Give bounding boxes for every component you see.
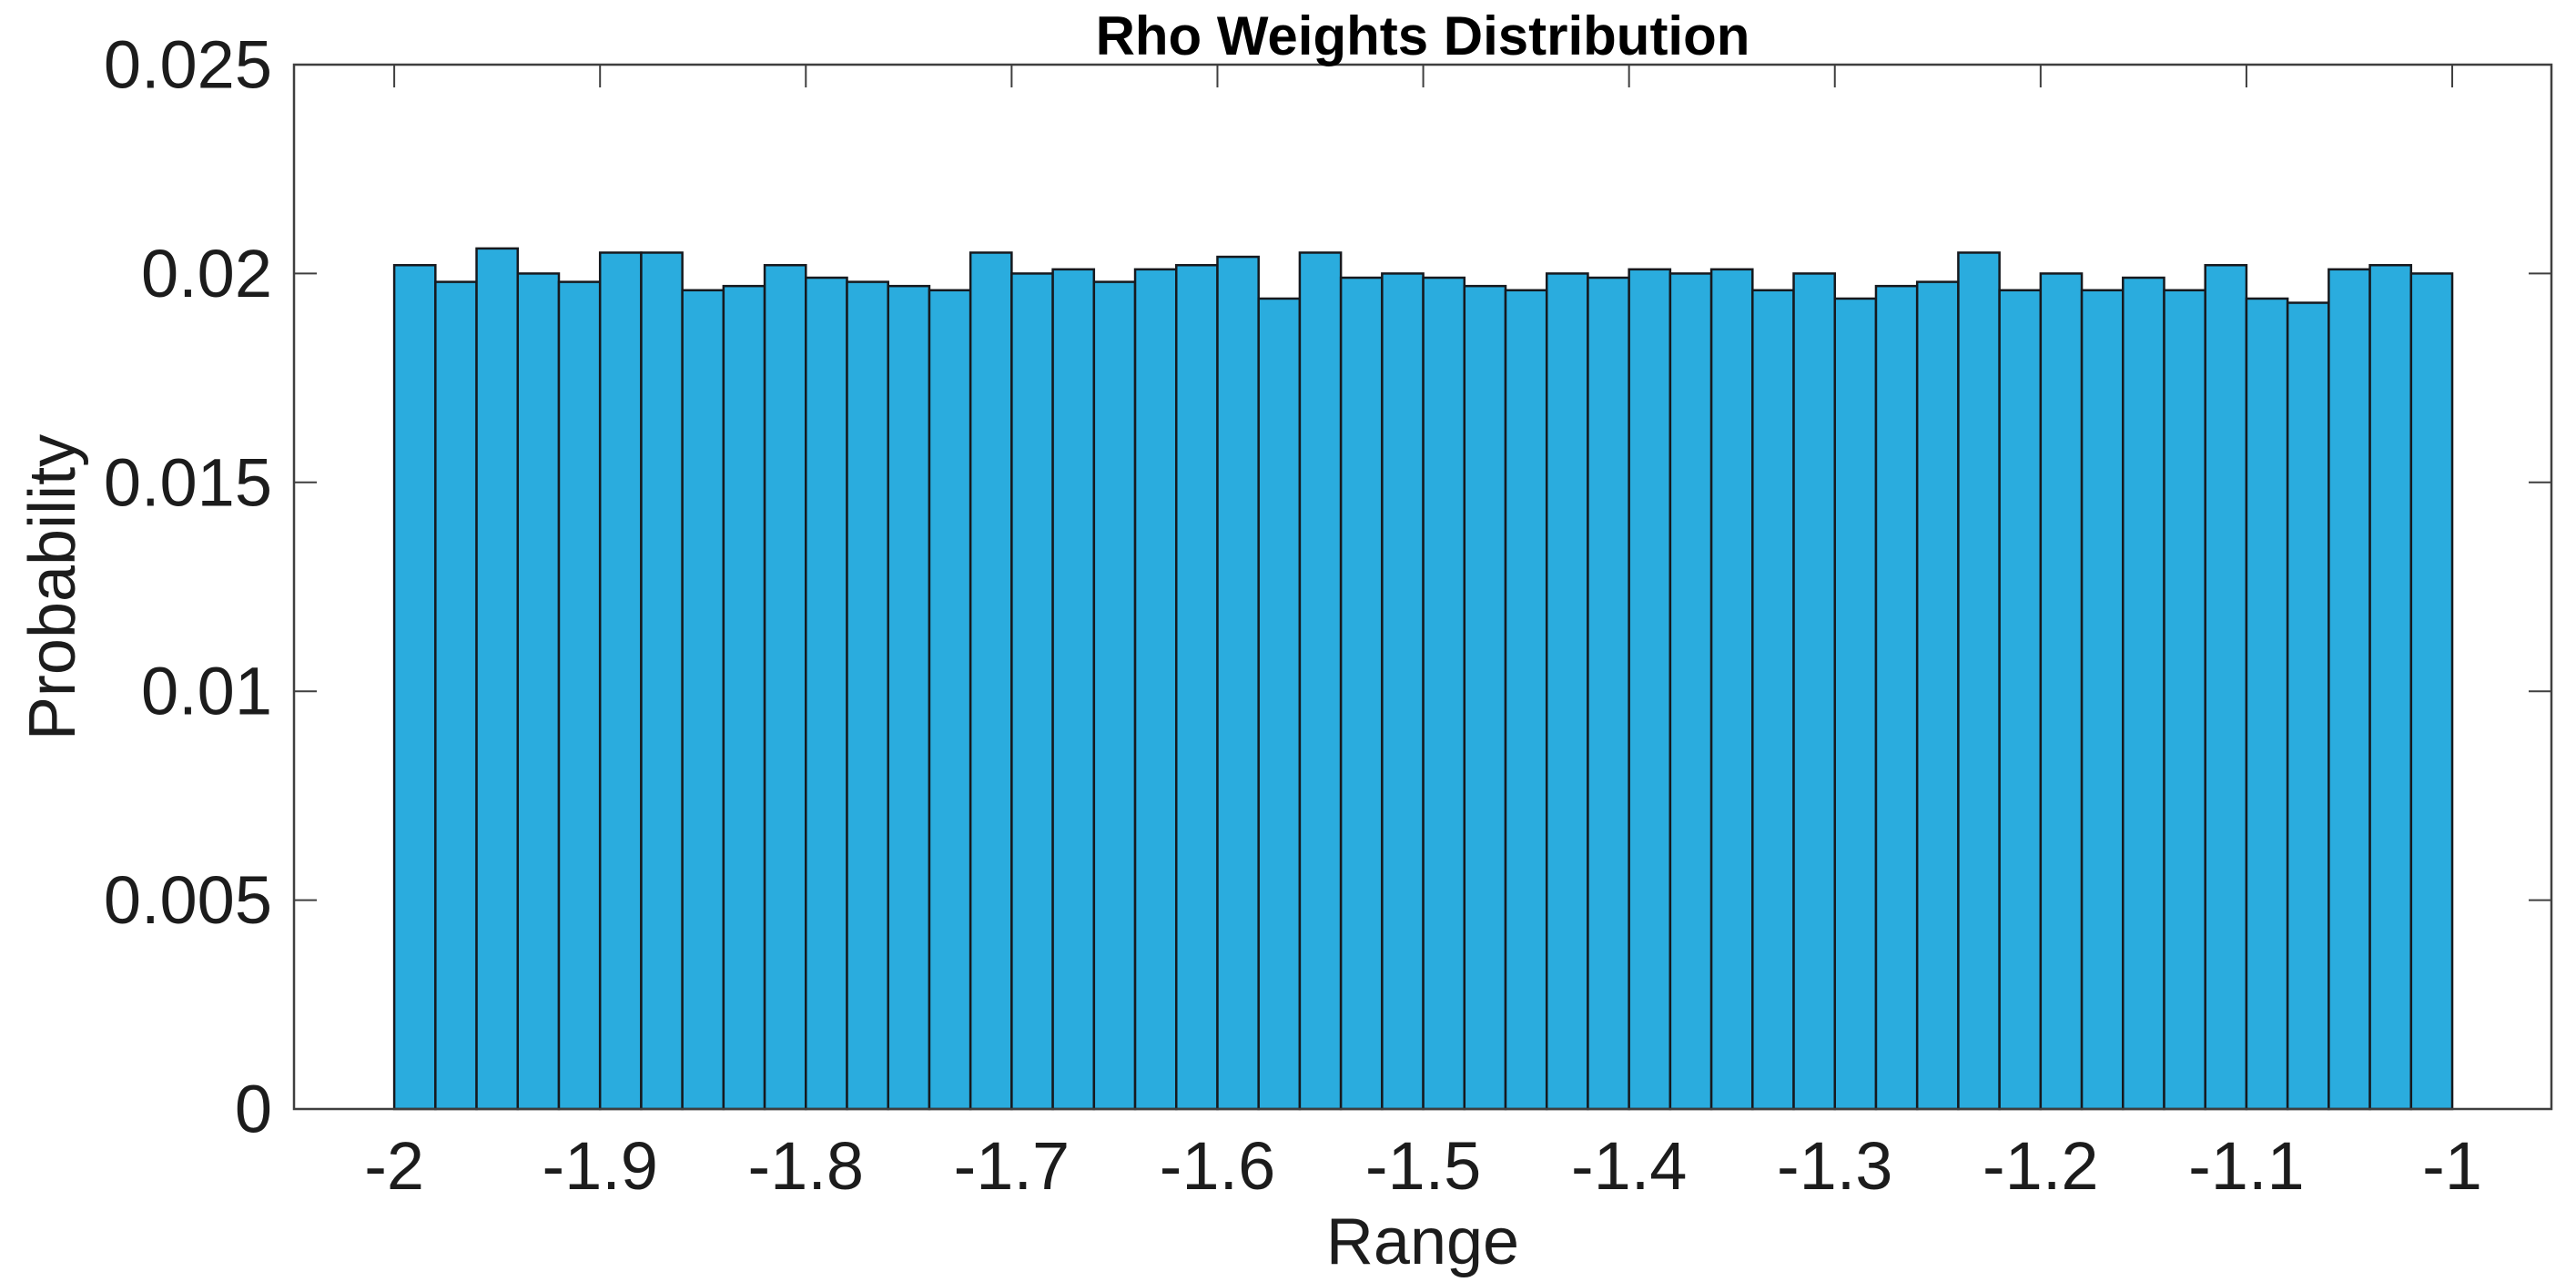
- histogram-bar: [598, 251, 643, 1111]
- x-tick-label: -1.7: [954, 1128, 1070, 1204]
- x-tick-label: -1.3: [1777, 1128, 1893, 1204]
- y-tick-label: 0: [235, 1072, 272, 1147]
- y-tick-label: 0.005: [104, 862, 272, 938]
- histogram-bar: [805, 276, 848, 1111]
- histogram-bar: [557, 280, 602, 1111]
- x-tick-label: -1: [2422, 1128, 2482, 1204]
- histogram-bar: [2039, 272, 2084, 1111]
- histogram-bar: [2328, 268, 2371, 1111]
- histogram-bar: [2286, 301, 2330, 1111]
- histogram-bar: [1628, 268, 1672, 1111]
- histogram-bar: [2245, 297, 2289, 1111]
- histogram-bar: [928, 289, 972, 1111]
- y-tick-label: 0.01: [141, 654, 272, 729]
- x-tick-label: -2: [364, 1128, 424, 1204]
- histogram-bar: [1257, 297, 1302, 1111]
- histogram-bar: [1133, 268, 1178, 1111]
- histogram-bar: [1504, 289, 1548, 1111]
- histogram-bar: [640, 251, 684, 1111]
- histogram-bar: [763, 263, 807, 1111]
- histogram-bar: [2122, 276, 2165, 1111]
- histogram-bar: [1833, 297, 1878, 1111]
- histogram-bar: [1216, 255, 1260, 1111]
- x-tick-label: -1.5: [1365, 1128, 1482, 1204]
- histogram-bar: [1381, 272, 1425, 1111]
- y-tick-label: 0.02: [141, 236, 272, 311]
- x-tick-label: -1.8: [748, 1128, 865, 1204]
- x-tick-label: -1.2: [1983, 1128, 2099, 1204]
- histogram-bar: [1587, 276, 1630, 1111]
- histogram-bar: [2163, 289, 2206, 1111]
- histogram-bar: [2204, 263, 2248, 1111]
- histogram-bar: [1339, 276, 1384, 1111]
- histogram-bar: [1709, 268, 1754, 1111]
- histogram-bar: [1463, 284, 1507, 1111]
- y-tick-label: 0.015: [104, 444, 272, 520]
- histogram-bar: [1010, 272, 1054, 1111]
- histogram-bar: [1092, 280, 1137, 1111]
- histogram-bar: [1874, 284, 1919, 1111]
- axes-box: [292, 63, 2553, 1111]
- histogram-bar: [1175, 263, 1219, 1111]
- histogram-bar: [887, 284, 931, 1111]
- histogram-bar: [846, 280, 889, 1111]
- histogram-bar: [434, 280, 478, 1111]
- histogram-bar: [516, 272, 561, 1111]
- histogram-bar: [1792, 272, 1837, 1111]
- histogram-bar: [1545, 272, 1589, 1111]
- histogram-bar: [1751, 289, 1795, 1111]
- histogram-bar: [2080, 289, 2125, 1111]
- histogram-bar: [1422, 276, 1466, 1111]
- x-tick-label: -1.4: [1571, 1128, 1688, 1204]
- y-axis-label: Probability: [16, 433, 89, 741]
- histogram-bar: [2368, 263, 2413, 1111]
- histogram-bar: [1915, 280, 1960, 1111]
- histogram-bar: [1998, 289, 2043, 1111]
- histogram-bar: [681, 289, 725, 1111]
- x-axis-label: Range: [1325, 1206, 1520, 1278]
- y-tick-label: 0.025: [104, 27, 272, 103]
- histogram-bar: [969, 251, 1013, 1111]
- histogram-bar: [1668, 272, 1713, 1111]
- histogram-bar: [392, 263, 437, 1111]
- chart-title: Rho Weights Distribution: [1095, 5, 1750, 66]
- histogram-bar: [722, 284, 766, 1111]
- histogram-bar: [2409, 272, 2454, 1111]
- x-tick-label: -1.6: [1160, 1128, 1276, 1204]
- histogram-bar: [1957, 251, 2001, 1111]
- histogram-bar: [475, 247, 520, 1111]
- x-tick-label: -1.9: [542, 1128, 658, 1204]
- x-tick-label: -1.1: [2188, 1128, 2305, 1204]
- histogram-bar: [1298, 251, 1343, 1111]
- histogram-bar: [1051, 268, 1096, 1111]
